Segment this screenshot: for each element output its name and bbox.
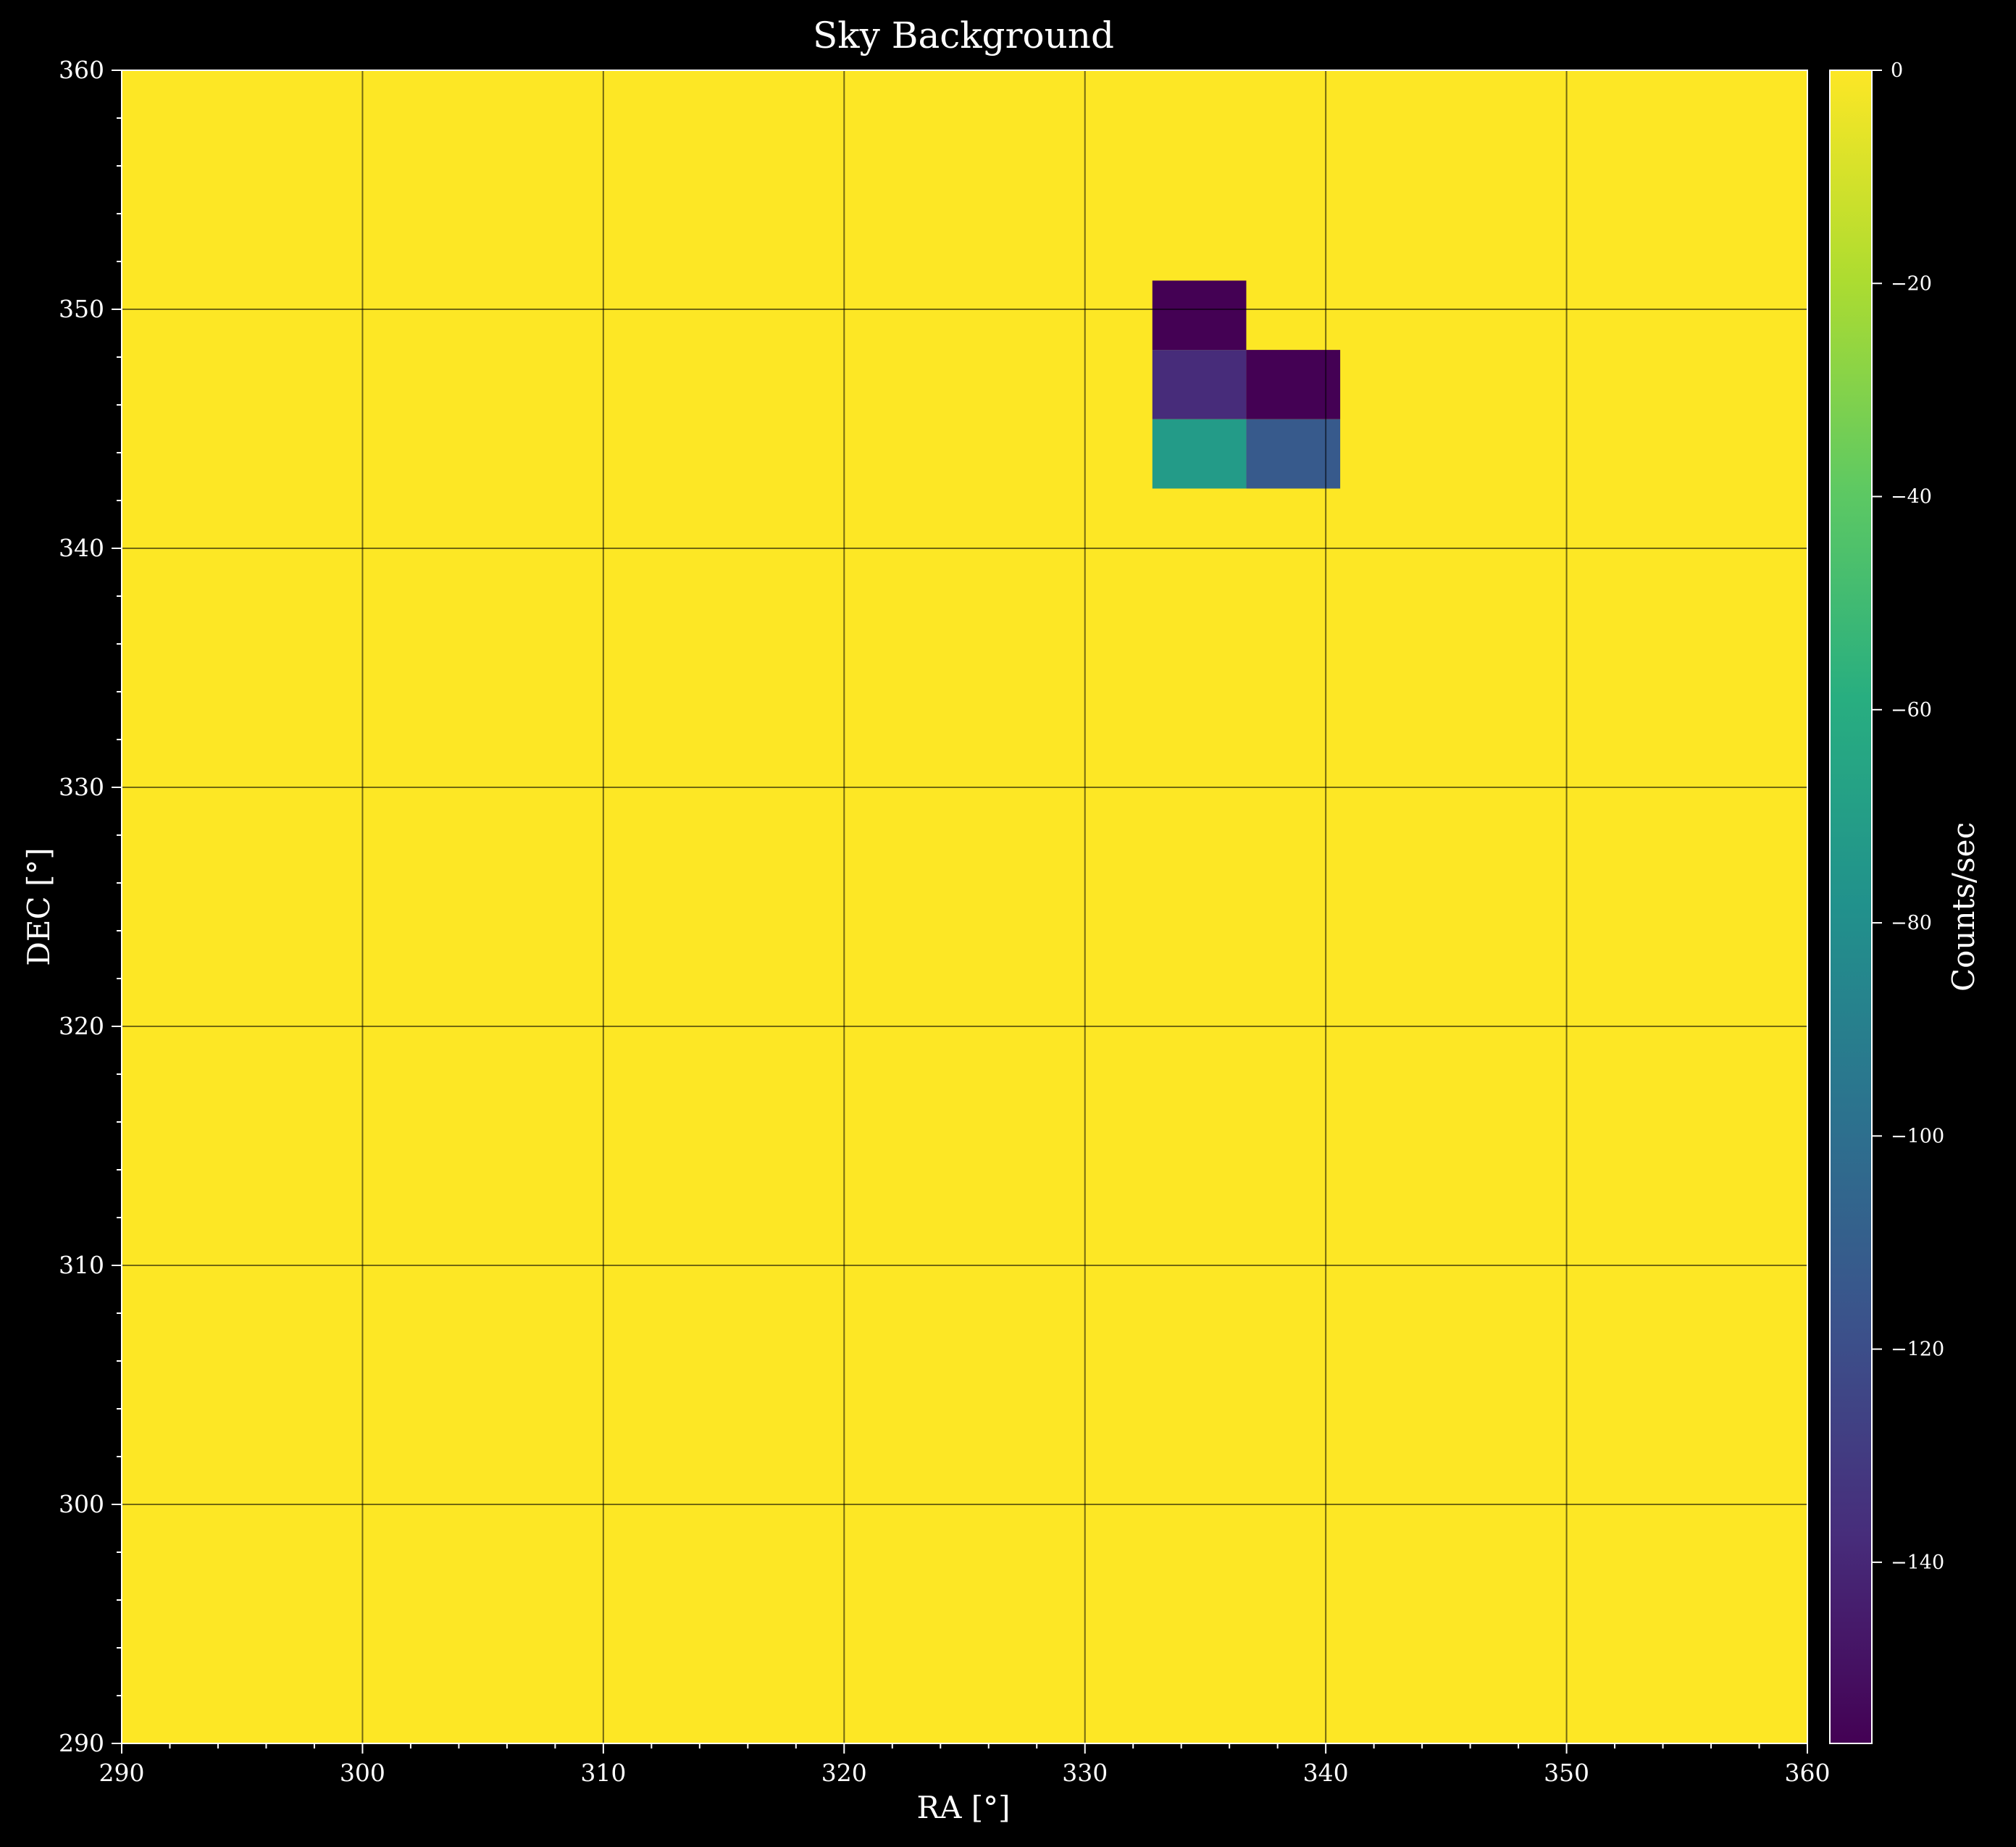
plot-frame	[121, 70, 1808, 1744]
y-tick-label: 360	[59, 56, 104, 84]
colorbar-tick-label: −80	[1891, 912, 1932, 934]
y-tick-label: 350	[59, 295, 104, 323]
heatmap-cell-1	[1152, 350, 1247, 419]
x-tick-label: 290	[99, 1759, 145, 1787]
x-tick-label: 320	[821, 1759, 867, 1787]
y-axis-title: DEC [°]	[21, 847, 57, 966]
colorbar-title: Counts/sec	[1946, 822, 1981, 992]
heatmap-cells	[1152, 280, 1341, 489]
x-tick-label: 350	[1544, 1759, 1589, 1787]
x-axis-title: RA [°]	[916, 1790, 1010, 1825]
plot-background	[122, 70, 1807, 1743]
colorbar-tick-label: −100	[1891, 1125, 1944, 1147]
colorbar-tick-label: 0	[1891, 59, 1903, 82]
y-tick-label: 310	[59, 1251, 104, 1279]
y-axis-ticks: 290 300 310 320 330 340 350 360	[59, 56, 122, 1757]
y-tick-label: 300	[59, 1490, 104, 1518]
x-tick-label: 340	[1303, 1759, 1349, 1787]
y-tick-label: 340	[59, 534, 104, 562]
heatmap-cell-3	[1152, 419, 1247, 489]
colorbar-tick-label: −60	[1891, 699, 1932, 721]
colorbar-ticks: 0 −20 −40 −60 −80 −100 −120 −140	[1872, 59, 1944, 1574]
colorbar-tick-label: −20	[1891, 272, 1932, 295]
colorbar-tick-label: −40	[1891, 486, 1932, 508]
x-tick-label: 300	[340, 1759, 385, 1787]
heatmap-cell-2	[1246, 350, 1341, 419]
heatmap-cell-4	[1246, 419, 1341, 489]
y-tick-label: 330	[59, 773, 104, 801]
x-axis-ticks: 290 300 310 320 330 340 350 360	[99, 1743, 1831, 1787]
x-tick-label: 360	[1785, 1759, 1831, 1787]
heatmap-cell-0	[1152, 280, 1247, 351]
colorbar-tick-label: −120	[1891, 1339, 1944, 1361]
y-tick-label: 320	[59, 1012, 104, 1040]
y-tick-label: 290	[59, 1729, 104, 1757]
x-tick-label: 330	[1062, 1759, 1108, 1787]
x-tick-label: 310	[580, 1759, 626, 1787]
chart-title: Sky Background	[813, 14, 1114, 56]
colorbar	[1829, 70, 1873, 1744]
grid-lines	[122, 70, 1807, 1743]
colorbar-tick-label: −140	[1891, 1551, 1944, 1574]
